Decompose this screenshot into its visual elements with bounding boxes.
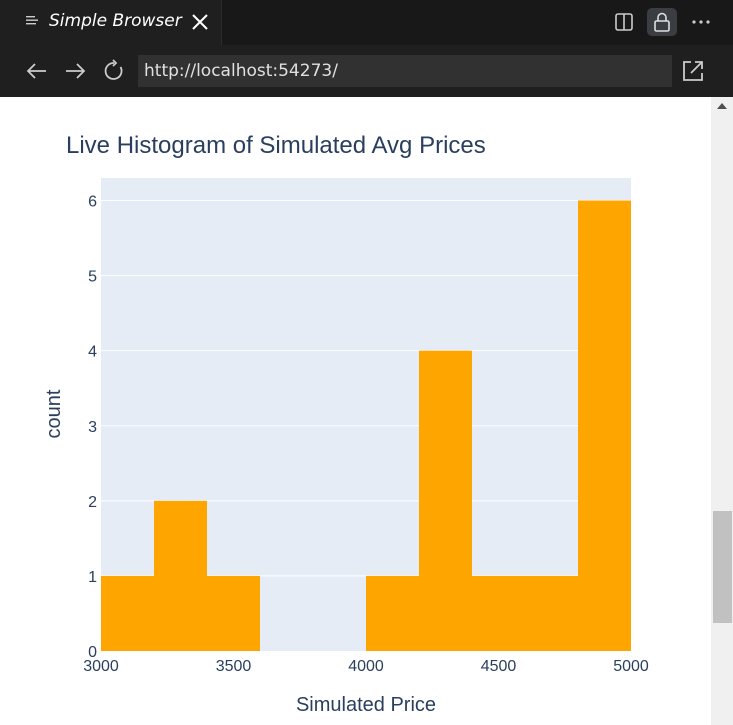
y-tick-label: 2	[88, 494, 97, 511]
tab-simple-browser[interactable]: Simple Browser	[0, 0, 222, 45]
refresh-icon[interactable]	[101, 58, 127, 84]
preview-lines-icon	[26, 16, 38, 25]
x-tick-label: 3500	[216, 658, 252, 675]
y-axis-ticks: 0 1 2 3 4 5 6	[88, 194, 97, 661]
browser-viewport: Live Histogram of Simulated Avg Prices 0…	[0, 97, 711, 725]
histogram-bar-4000[interactable]	[366, 575, 419, 651]
histogram-bars	[101, 200, 631, 651]
y-tick-label: 5	[88, 269, 97, 286]
url-input[interactable]	[138, 55, 672, 87]
vertical-scrollbar[interactable]	[711, 97, 733, 725]
y-tick-label: 6	[88, 194, 97, 211]
navigation-bar	[0, 45, 733, 97]
arrow-right-icon[interactable]	[62, 58, 88, 84]
close-icon[interactable]	[189, 11, 211, 33]
tab-title: Simple Browser	[49, 11, 182, 31]
histogram-bar-3000[interactable]	[101, 575, 154, 651]
open-external-icon[interactable]	[680, 58, 706, 84]
x-tick-label: 4000	[348, 658, 384, 675]
y-tick-label: 1	[88, 569, 97, 586]
scrollbar-thumb[interactable]	[713, 511, 732, 623]
y-axis-label: count	[43, 389, 65, 438]
x-tick-label: 3000	[83, 658, 119, 675]
x-axis-label: Simulated Price	[296, 694, 436, 716]
lock-icon[interactable]	[647, 8, 677, 36]
histogram-bar-4200[interactable]	[419, 350, 472, 651]
x-axis-ticks: 3000 3500 4000 4500 5000	[83, 658, 649, 675]
histogram-bar-3200[interactable]	[154, 500, 207, 651]
tab-bar: Simple Browser	[0, 0, 733, 45]
histogram-bar-4600[interactable]	[525, 575, 578, 651]
arrow-left-icon[interactable]	[24, 58, 50, 84]
y-tick-label: 4	[88, 344, 97, 361]
histogram-chart: Live Histogram of Simulated Avg Prices 0…	[43, 132, 649, 716]
histogram-bar-3400[interactable]	[207, 575, 260, 651]
histogram-bar-4400[interactable]	[472, 575, 525, 651]
scroll-up-arrow-icon[interactable]	[717, 103, 727, 109]
y-tick-label: 0	[88, 644, 97, 661]
split-editor-icon[interactable]	[609, 8, 639, 36]
chart-title: Live Histogram of Simulated Avg Prices	[66, 132, 486, 159]
ellipsis-icon[interactable]	[686, 8, 716, 36]
x-tick-label: 4500	[481, 658, 517, 675]
x-tick-label: 5000	[613, 658, 649, 675]
histogram-bar-4800[interactable]	[578, 200, 631, 651]
y-tick-label: 3	[88, 419, 97, 436]
